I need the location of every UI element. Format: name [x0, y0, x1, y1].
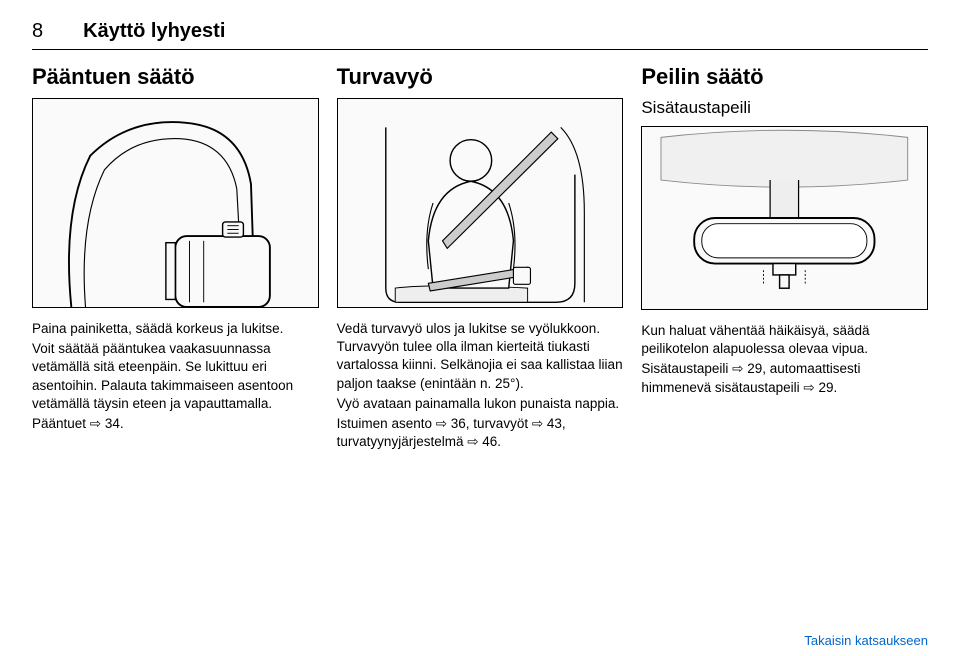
header: 8 Käyttö lyhyesti — [32, 20, 928, 50]
paragraph: Sisätaustapeili ⇨ 29, automaattisesti hi… — [641, 360, 928, 396]
paragraph: Pääntuet ⇨ 34. — [32, 415, 319, 433]
column-mirror: Peilin säätö Sisätaustapeili Kun haluat … — [641, 64, 928, 454]
page: 8 Käyttö lyhyesti Pääntuen säätö — [0, 0, 960, 454]
section-title: Turvavyö — [337, 64, 624, 90]
column-seatbelt: Turvavyö Vedä turvavyö ulos ja lukitse s… — [337, 64, 624, 454]
paragraph: Paina painiketta, säädä korkeus ja lukit… — [32, 320, 319, 338]
page-number: 8 — [32, 20, 43, 43]
section-subtitle: Sisätaustapeili — [641, 98, 928, 118]
body-text: Kun haluat vähentää häikäisyä, säädä pei… — [641, 322, 928, 399]
section-title: Pääntuen säätö — [32, 64, 319, 90]
illustration-seatbelt — [337, 98, 624, 308]
body-text: Paina painiketta, säädä korkeus ja lukit… — [32, 320, 319, 435]
paragraph: Kun haluat vähentää häikäisyä, säädä pei… — [641, 322, 928, 358]
illustration-mirror — [641, 126, 928, 310]
paragraph: Istuimen asento ⇨ 36, turvavyöt ⇨ 43, tu… — [337, 415, 624, 451]
illustration-headrest — [32, 98, 319, 308]
section-title: Peilin säätö — [641, 64, 928, 90]
chapter-title: Käyttö lyhyesti — [83, 20, 225, 43]
paragraph: Vyö avataan painamalla lukon punaista na… — [337, 395, 624, 413]
body-text: Vedä turvavyö ulos ja lukitse se vyölukk… — [337, 320, 624, 454]
columns: Pääntuen säätö Paina painiketta, säädä k… — [32, 64, 928, 454]
column-headrest: Pääntuen säätö Paina painiketta, säädä k… — [32, 64, 319, 454]
footer-back-link[interactable]: Takaisin katsaukseen — [804, 633, 928, 648]
paragraph: Vedä turvavyö ulos ja lukitse se vyölukk… — [337, 320, 624, 393]
paragraph: Voit säätää pääntukea vaakasuunnassa vet… — [32, 340, 319, 413]
